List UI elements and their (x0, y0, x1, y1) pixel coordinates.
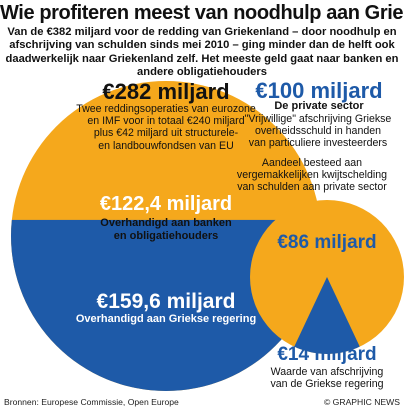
right-share-desc-line: vergemakkelijken kwijtschelding (236, 169, 388, 182)
footer-sources: Bronnen: Europese Commissie, Open Europe (4, 397, 179, 407)
right-writeoff-desc: Waarde van afschrijving van de Griekse r… (252, 366, 402, 390)
right-share-desc-line: van schulden aan private sector (237, 181, 387, 194)
right-writeoff-value: €14 miljard (277, 344, 377, 365)
left-banks-desc-line: en obligatiehouders (113, 230, 219, 242)
right-chart-slice-government-writeoff (274, 277, 380, 354)
right-total-label: €100 miljard (255, 78, 383, 103)
right-share-value: €86 miljard (277, 232, 377, 253)
right-description-line: overheidsschuld in handen (254, 125, 382, 138)
left-description-line: Twee reddingsoperaties van eurozone (76, 103, 256, 115)
left-total-label: €282 miljard (102, 79, 230, 104)
left-banks-value: €122,4 miljard (99, 193, 233, 215)
right-description-line: van particuliere investeerders (248, 137, 388, 150)
right-description-line: "Vrijwillige" afschrijving Griekse (244, 113, 392, 125)
left-government-desc: Overhandigd aan Griekse regering (75, 313, 257, 325)
footer-credit: © GRAPHIC NEWS (323, 397, 400, 407)
right-writeoff-desc-line: Waarde van afschrijving (270, 366, 384, 378)
page-title: Wie profiteren meest van noodhulp aan Gr… (0, 2, 404, 24)
right-description: "Vrijwillige" afschrijving Griekse overh… (236, 113, 400, 150)
right-sector-label: De private sector (274, 100, 364, 112)
left-banks-desc-line: Overhandigd aan banken (100, 217, 232, 229)
page-subtitle: Van de €382 miljard voor de redding van … (5, 26, 399, 79)
left-government-value: €159,6 miljard (96, 290, 236, 313)
left-description-line: en IMF voor in totaal €240 miljard (87, 115, 245, 128)
left-description: Twee reddingsoperaties van eurozone en I… (46, 103, 286, 152)
left-banks-desc: Overhandigd aan banken en obligatiehoude… (56, 217, 276, 243)
right-share-desc-line: Aandeel besteed aan (261, 157, 363, 169)
left-description-line: plus €42 miljard uit structurele- (93, 127, 239, 140)
right-writeoff-desc-line: van de Griekse regering (270, 378, 384, 391)
right-share-desc: Aandeel besteed aan vergemakkelijken kwi… (224, 157, 400, 194)
left-description-line: en landbouwfondsen van EU (98, 139, 234, 152)
